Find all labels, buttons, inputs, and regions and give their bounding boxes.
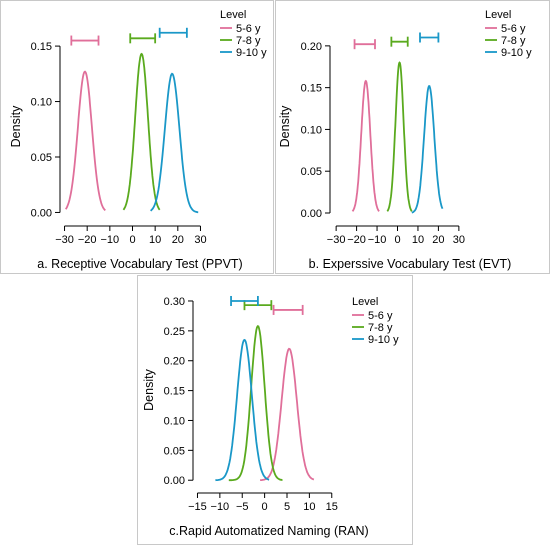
y-tick-label: 0.20 <box>301 41 322 53</box>
density-curve-9to10y <box>215 338 270 482</box>
density-curve-5to6y <box>64 70 106 212</box>
panel-caption: c.Rapid Automatized Naming (RAN) <box>169 524 368 538</box>
x-tick-label: 0 <box>394 234 400 246</box>
y-tick-label: 0.00 <box>164 475 185 487</box>
x-tick-label: 5 <box>284 501 290 513</box>
x-tick-label: 10 <box>303 501 315 513</box>
y-axis-title: Density <box>142 368 156 410</box>
panel-caption: a. Receptive Vocabulary Test (PPVT) <box>37 257 242 271</box>
legend-title: Level <box>352 296 378 308</box>
x-tick-label: 15 <box>326 501 338 513</box>
density-curve-7to8y <box>122 52 161 211</box>
x-tick-label: 20 <box>172 234 184 246</box>
y-tick-label: 0.00 <box>301 208 322 220</box>
x-tick-label: −30 <box>327 234 346 246</box>
y-tick-label: 0.30 <box>164 296 185 308</box>
y-tick-label: 0.05 <box>31 152 52 164</box>
x-tick-label: −15 <box>188 501 207 513</box>
legend-entry-label: 5-6 y <box>501 23 526 35</box>
legend-title: Level <box>485 9 511 21</box>
x-tick-label: −10 <box>368 234 387 246</box>
y-axis-title: Density <box>9 105 23 147</box>
legend-entry-label: 9-10 y <box>501 47 532 59</box>
density-curve-5to6y <box>260 347 315 482</box>
density-curve-7to8y <box>386 61 413 212</box>
legend-entry-label: 7-8 y <box>236 35 261 47</box>
legend-title: Level <box>220 9 246 21</box>
x-tick-label: 30 <box>194 234 206 246</box>
x-tick-label: 0 <box>262 501 268 513</box>
density-curve-9to10y <box>411 84 444 214</box>
y-tick-label: 0.25 <box>164 326 185 338</box>
density-curve-7to8y <box>228 325 283 482</box>
x-tick-label: 30 <box>453 234 465 246</box>
panel-caption: b. Experssive Vocabulary Test (EVT) <box>309 257 512 271</box>
legend-entry-label: 9-10 y <box>368 334 399 346</box>
y-axis-title: Density <box>278 105 292 147</box>
x-tick-label: −30 <box>55 234 74 246</box>
y-tick-label: 0.15 <box>301 83 322 95</box>
legend-entry-label: 7-8 y <box>501 35 526 47</box>
y-tick-label: 0.20 <box>164 356 185 368</box>
y-tick-label: 0.10 <box>301 124 322 136</box>
y-tick-label: 0.00 <box>31 207 52 219</box>
x-tick-label: −10 <box>101 234 120 246</box>
x-tick-label: 20 <box>432 234 444 246</box>
x-tick-label: 10 <box>412 234 424 246</box>
x-tick-label: −20 <box>78 234 97 246</box>
y-tick-label: 0.10 <box>164 415 185 427</box>
x-tick-label: −20 <box>347 234 366 246</box>
x-tick-label: 10 <box>149 234 161 246</box>
legend-entry-label: 7-8 y <box>368 322 393 334</box>
legend-entry-label: 9-10 y <box>236 47 267 59</box>
y-tick-label: 0.10 <box>31 97 52 109</box>
y-tick-label: 0.15 <box>164 386 185 398</box>
chart-panel-c: 0.00 0.05 0.10 0.15 0.20 0.25 0.30 −15 −10 −5 0 5 10… <box>142 295 399 538</box>
density-curve-5to6y <box>351 79 380 212</box>
chart-panel-b: 0.00 0.05 0.10 0.15 0.20 −30 −20 −10 0 10 20 30 Dens… <box>278 9 532 271</box>
y-tick-label: 0.05 <box>301 166 322 178</box>
legend-entry-label: 5-6 y <box>236 23 261 35</box>
x-tick-label: −5 <box>236 501 249 513</box>
x-tick-label: 0 <box>129 234 135 246</box>
density-curve-9to10y <box>150 72 199 214</box>
y-tick-label: 0.15 <box>31 41 52 53</box>
x-tick-label: −10 <box>211 501 230 513</box>
legend-entry-label: 5-6 y <box>368 310 393 322</box>
panel-a-frame <box>0 0 274 274</box>
y-tick-label: 0.05 <box>164 445 185 457</box>
chart-panel-a: 0.00 0.05 0.10 0.15 −30 −20 −10 0 10 20 30 Density a… <box>9 9 267 271</box>
